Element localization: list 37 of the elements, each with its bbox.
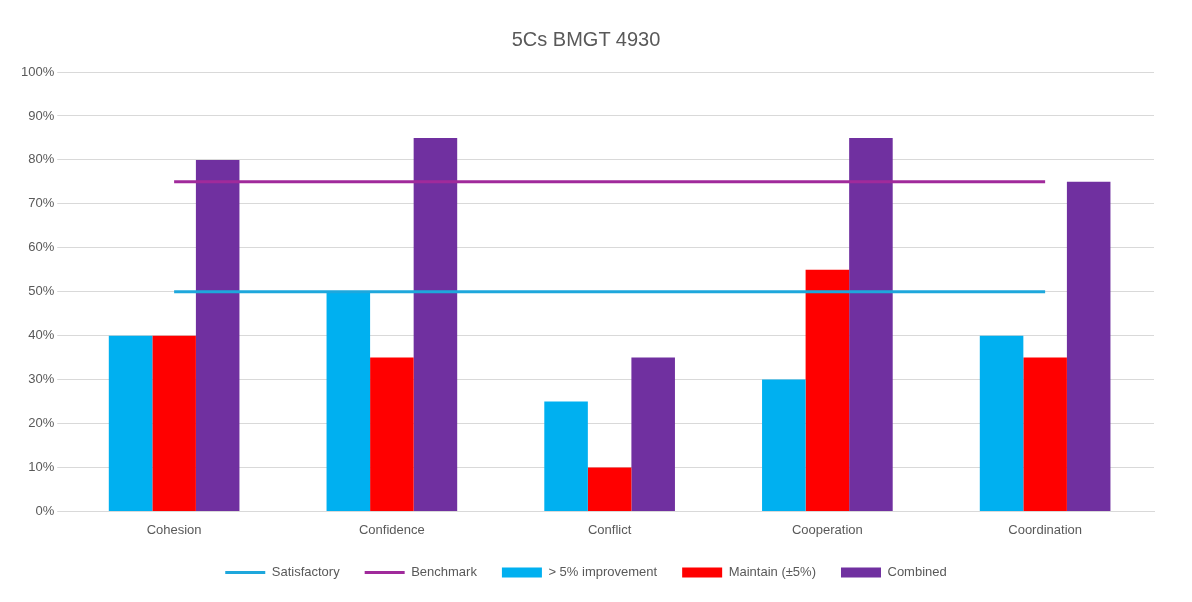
chart-title: 5Cs BMGT 4930 <box>511 27 661 50</box>
legend-label: Satisfactory <box>271 564 341 580</box>
bar <box>370 357 414 511</box>
bar <box>326 291 371 511</box>
bar <box>1023 357 1067 511</box>
x-tick-label: Coordination <box>1008 521 1082 537</box>
y-tick-label: 10% <box>28 459 55 475</box>
bar <box>413 137 458 511</box>
y-tick-label: 60% <box>28 239 55 255</box>
bar <box>762 379 806 511</box>
y-tick-label: 80% <box>28 151 55 167</box>
x-tick-label: Conflict <box>587 521 632 537</box>
bar <box>805 269 850 511</box>
bar <box>1066 181 1111 511</box>
x-tick-label: Confidence <box>358 521 425 537</box>
legend-label: Benchmark <box>411 564 478 580</box>
y-tick-label: 40% <box>28 327 55 343</box>
y-tick-label: 100% <box>21 63 55 79</box>
legend-label: Maintain (±5%) <box>728 564 816 580</box>
bar <box>152 335 196 511</box>
bar <box>108 335 153 511</box>
y-tick-label: 20% <box>28 415 55 431</box>
x-tick-label: Cooperation <box>791 521 863 537</box>
bar <box>544 401 588 511</box>
y-tick-label: 50% <box>28 283 55 299</box>
bar <box>979 335 1024 511</box>
y-tick-label: 70% <box>28 195 55 211</box>
y-tick-label: 0% <box>35 502 55 518</box>
y-tick-label: 30% <box>28 371 55 387</box>
bar <box>195 159 240 511</box>
x-tick-label: Cohesion <box>146 521 202 537</box>
y-tick-label: 90% <box>28 107 55 123</box>
bar <box>849 137 893 511</box>
bar <box>587 467 632 511</box>
legend-label: Combined <box>887 564 947 580</box>
legend-label: > 5% improvement <box>548 564 658 580</box>
bar <box>631 357 675 511</box>
